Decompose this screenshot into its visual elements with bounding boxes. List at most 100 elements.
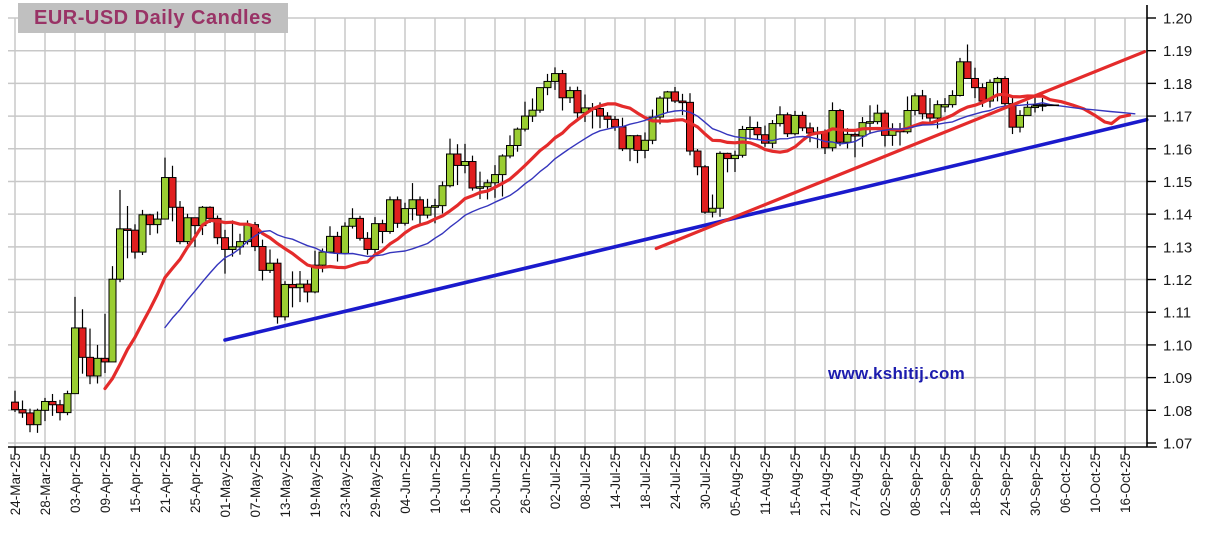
x-axis-label: 26-Jun-25 <box>518 453 533 514</box>
candle <box>963 44 972 79</box>
candle <box>1023 101 1032 116</box>
slow-ma-line <box>164 102 1136 329</box>
candle <box>168 165 177 222</box>
x-axis-label: 14-Jul-25 <box>608 453 623 509</box>
x-axis-label: 20-Jun-25 <box>488 453 503 514</box>
candle <box>573 86 582 121</box>
x-axis-label: 03-Apr-25 <box>68 453 83 513</box>
y-axis-label: 1.07 <box>1163 436 1192 453</box>
x-axis-label: 28-Mar-25 <box>38 453 53 515</box>
x-axis-label: 19-May-25 <box>308 453 323 518</box>
support-trendline <box>223 117 1149 342</box>
candle <box>663 90 672 113</box>
candle <box>753 121 762 139</box>
x-axis-label: 02-Sep-25 <box>878 453 893 516</box>
candle <box>536 87 544 113</box>
candle <box>701 165 709 214</box>
gridlines <box>8 17 1147 447</box>
candle <box>791 110 799 136</box>
x-axis-label: 23-May-25 <box>338 453 353 518</box>
candle <box>551 67 559 90</box>
candle <box>708 194 717 218</box>
candle <box>603 112 612 129</box>
x-axis-label: 07-May-25 <box>248 453 263 518</box>
candle <box>948 90 957 108</box>
candle <box>93 344 102 384</box>
resistance-trendline <box>654 50 1147 251</box>
x-axis-label: 08-Jul-25 <box>578 453 593 509</box>
axes <box>8 5 1157 454</box>
candle <box>71 296 79 395</box>
candle <box>123 205 132 259</box>
y-axis-label: 1.14 <box>1163 207 1192 224</box>
candle <box>363 232 372 255</box>
candle <box>716 151 724 217</box>
candle <box>341 222 349 255</box>
y-axis-label: 1.11 <box>1163 305 1191 322</box>
candle <box>371 217 379 256</box>
candle <box>101 313 109 374</box>
y-axis-label: 1.17 <box>1163 109 1192 126</box>
x-axis-label: 01-May-25 <box>218 453 233 518</box>
candle <box>926 98 934 122</box>
candle <box>416 196 424 224</box>
candle <box>521 101 529 132</box>
candle <box>986 79 994 108</box>
candle <box>108 266 117 363</box>
x-axis-label: 16-Jun-25 <box>458 453 473 514</box>
candle <box>33 408 42 433</box>
candle <box>266 249 274 273</box>
x-axis-label: 10-Jun-25 <box>428 453 443 514</box>
candle <box>513 127 522 152</box>
candle <box>528 98 537 122</box>
candle <box>618 117 627 152</box>
candle <box>146 213 154 236</box>
x-axis-label: 21-Apr-25 <box>158 453 173 513</box>
y-axis-label: 1.16 <box>1163 141 1192 158</box>
y-axis-label: 1.08 <box>1163 403 1192 420</box>
candle <box>438 181 447 214</box>
candle <box>498 154 507 197</box>
x-axis-label: 25-Apr-25 <box>188 453 203 513</box>
candle <box>258 239 267 281</box>
candle <box>731 150 739 172</box>
candle <box>281 281 289 321</box>
candle <box>971 67 979 99</box>
candle <box>221 229 229 274</box>
x-axis-label: 13-May-25 <box>278 453 293 518</box>
candle <box>48 393 57 416</box>
candle <box>303 279 312 303</box>
candle <box>506 135 514 159</box>
candle <box>423 198 432 219</box>
candle <box>41 397 49 422</box>
x-axis-label: 16-Oct-25 <box>1118 453 1133 513</box>
candle <box>761 125 769 147</box>
y-axis-label: 1.13 <box>1163 239 1192 256</box>
candle <box>941 98 949 113</box>
candle <box>768 120 777 149</box>
candle <box>798 111 807 132</box>
candle <box>86 328 94 385</box>
candle <box>453 144 462 186</box>
x-axis-label: 11-Aug-25 <box>758 453 773 515</box>
y-axis-label: 1.19 <box>1163 43 1192 60</box>
x-axis-label: 02-Jul-25 <box>548 453 563 509</box>
candle <box>671 86 679 103</box>
candle <box>491 165 499 198</box>
candle <box>783 112 792 137</box>
y-axis-label: 1.18 <box>1163 76 1192 93</box>
candle <box>828 102 837 152</box>
y-axis-label: 1.09 <box>1163 370 1192 387</box>
y-axis-label: 1.20 <box>1163 11 1192 28</box>
fast-ma-line <box>103 92 1132 391</box>
x-axis-label: 15-Aug-25 <box>788 453 803 516</box>
candle <box>228 220 237 257</box>
candle <box>273 258 282 324</box>
y-axis-label: 1.10 <box>1163 337 1192 354</box>
candle <box>888 123 897 146</box>
watermark-text: www.kshitij.com <box>828 364 966 383</box>
candle <box>236 233 244 255</box>
candle <box>956 57 964 97</box>
